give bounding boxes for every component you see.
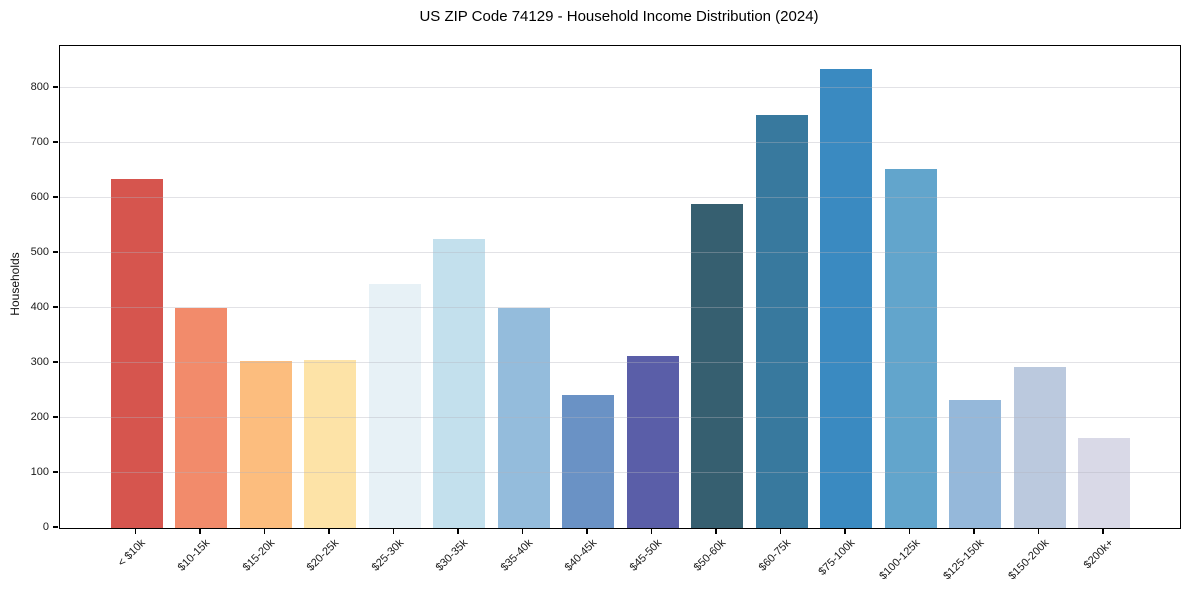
x-tick-label-text: $15-20k: [240, 537, 277, 574]
x-tick-label-text: $10-15k: [175, 537, 213, 574]
x-tick-mark: [521, 528, 524, 534]
x-tick-mark: [134, 528, 137, 534]
bar-1: [175, 307, 227, 528]
y-tick-label: 600: [30, 190, 49, 203]
bar-0: [110, 178, 163, 528]
bar-6: [497, 307, 550, 528]
bar-5: [433, 239, 485, 528]
x-tick-mark: [263, 528, 266, 534]
x-tick-mark: [199, 528, 201, 534]
x-tick-mark: [650, 528, 653, 534]
x-tick-mark: [908, 528, 911, 534]
bar-13: [949, 400, 1001, 528]
x-tick-mark: [715, 528, 717, 534]
y-tick-label: 100: [30, 465, 49, 478]
x-tick-label-text: $45-50k: [627, 537, 664, 574]
plot-area: [59, 45, 1181, 529]
y-tick-label: 400: [30, 300, 49, 313]
x-tick-mark: [973, 528, 975, 534]
y-tick-mark: [53, 86, 58, 88]
gridline: [60, 416, 1180, 418]
gridline: [60, 306, 1180, 308]
x-tick-label-text: $30-35k: [433, 537, 471, 574]
gridline: [60, 141, 1180, 143]
x-tick-label-text: $40-45k: [562, 537, 600, 574]
y-tick-label: 0: [42, 521, 49, 533]
bar-10: [755, 114, 808, 528]
x-tick-mark: [457, 528, 459, 534]
x-tick-label-text: $35-40k: [498, 537, 535, 574]
x-tick-mark: [586, 528, 588, 534]
bar-15: [1078, 438, 1130, 528]
x-tick-label-text: < $10k: [115, 537, 148, 570]
x-tick-mark: [844, 528, 846, 534]
x-tick-mark: [1037, 528, 1040, 534]
y-tick-label: 300: [30, 355, 49, 368]
gridline: [60, 86, 1180, 88]
bar-3: [304, 360, 356, 528]
gridline: [60, 196, 1180, 198]
y-tick-mark: [53, 526, 58, 528]
y-tick-label: 800: [30, 80, 49, 93]
x-tick-label-text: $100-125k: [876, 537, 922, 583]
gridline: [60, 251, 1180, 253]
bar-2: [239, 361, 292, 528]
bar-11: [820, 69, 872, 528]
y-tick-mark: [53, 361, 58, 363]
x-tick-label-text: $75-100k: [816, 537, 858, 578]
x-tick-mark: [392, 528, 395, 534]
x-tick-label-text: $50-60k: [691, 537, 729, 574]
y-tick-mark: [53, 416, 58, 418]
x-tick-mark: [328, 528, 330, 534]
x-tick-label-text: $60-75k: [756, 537, 793, 574]
y-tick-label: 200: [30, 410, 49, 423]
x-tick-mark: [779, 528, 782, 534]
y-tick-mark: [53, 471, 58, 473]
y-tick-mark: [53, 196, 58, 198]
y-tick-mark: [53, 251, 58, 253]
y-tick-label: 500: [30, 245, 49, 258]
bar-9: [691, 203, 743, 528]
y-tick-label: 700: [30, 135, 49, 148]
bar-7: [562, 395, 614, 528]
y-tick-mark: [53, 141, 58, 143]
x-tick-label-text: $150-200k: [1005, 537, 1051, 583]
gridline: [60, 471, 1180, 473]
bar-12: [884, 168, 937, 528]
x-tick-label-text: $20-25k: [304, 537, 342, 574]
x-tick-label-text: $200k+: [1081, 537, 1116, 572]
x-tick-label-text: $125-150k: [941, 537, 987, 583]
y-tick-mark: [53, 306, 58, 308]
gridline: [60, 361, 1180, 363]
bar-4: [368, 284, 421, 528]
x-tick-mark: [1102, 528, 1104, 534]
x-tick-label-text: $25-30k: [369, 537, 406, 574]
bar-14: [1013, 367, 1066, 528]
bar-8: [626, 355, 679, 528]
chart-title: US ZIP Code 74129 - Household Income Dis…: [419, 8, 819, 25]
